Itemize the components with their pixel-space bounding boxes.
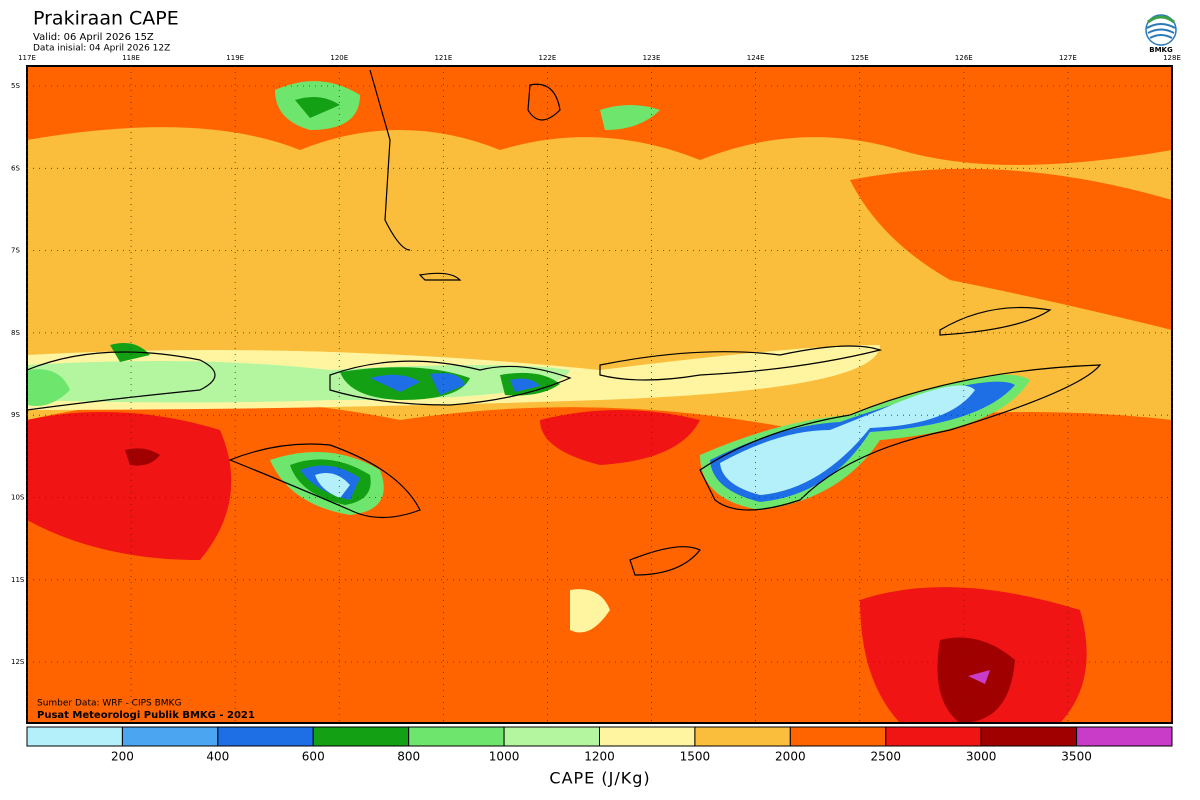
coastlines	[27, 69, 1102, 576]
lon-label: 127E	[1059, 54, 1077, 62]
colorbar-segment	[408, 726, 505, 747]
lat-label: 12S	[11, 658, 25, 666]
colorbar-tick-label: 400	[206, 750, 229, 764]
colorbar-segment	[789, 726, 887, 747]
init-time: Data inisial: 04 April 2026 12Z	[33, 44, 170, 54]
title: Prakiraan CAPE	[33, 8, 179, 30]
colorbar-tick-label: 200	[111, 750, 134, 764]
lat-label: 7S	[11, 247, 20, 255]
lon-label: 120E	[330, 54, 348, 62]
colorbar-segment	[694, 726, 791, 747]
lon-label: 124E	[747, 54, 765, 62]
colorbar-tick-label: 3000	[966, 750, 997, 764]
valid-time: Valid: 06 April 2026 15Z	[33, 32, 154, 43]
legend-title: CAPE (J/Kg)	[549, 769, 650, 788]
lon-label: 128E	[1163, 54, 1181, 62]
colorbar-segment	[1076, 726, 1173, 747]
colorbar-tick-label: 2500	[870, 750, 901, 764]
colorbar-segment	[885, 726, 982, 747]
lat-label: 10S	[11, 494, 25, 502]
logo-text: BMKG	[1149, 46, 1173, 54]
colorbar-segment	[312, 726, 410, 747]
lon-label: 126E	[955, 54, 973, 62]
logo: BMKG	[1145, 14, 1177, 54]
lat-label: 8S	[11, 329, 20, 337]
credit: Pusat Meteorologi Publik BMKG - 2021	[37, 710, 255, 721]
colorbar-tick-label: 2000	[775, 750, 806, 764]
map-frame	[26, 65, 1173, 724]
lat-label: 11S	[11, 576, 25, 584]
colorbar-tick-label: 1000	[489, 750, 520, 764]
lon-label: 123E	[643, 54, 661, 62]
lon-label: 118E	[122, 54, 140, 62]
lat-label: 6S	[11, 164, 20, 172]
colorbar-tick-label: 1500	[680, 750, 711, 764]
colorbar-segment	[599, 726, 696, 747]
colorbar-tick-label: 1200	[584, 750, 615, 764]
lon-label: 125E	[851, 54, 869, 62]
lat-label: 9S	[11, 411, 20, 419]
colorbar-segment	[217, 726, 314, 747]
colorbar-tick-label: 600	[302, 750, 325, 764]
source: Sumber Data: WRF - CIPS BMKG	[37, 699, 181, 709]
lon-label: 122E	[539, 54, 557, 62]
lon-label: 117E	[18, 54, 36, 62]
colorbar-segment	[980, 726, 1078, 747]
colorbar-segment	[503, 726, 601, 747]
lat-label: 5S	[11, 82, 20, 90]
colorbar-segment	[121, 726, 219, 747]
colorbar-segment	[26, 726, 123, 747]
cape-field	[27, 66, 1172, 723]
lon-label: 121E	[434, 54, 452, 62]
lon-label: 119E	[226, 54, 244, 62]
colorbar-tick-label: 800	[397, 750, 420, 764]
colorbar-tick-label: 3500	[1061, 750, 1092, 764]
